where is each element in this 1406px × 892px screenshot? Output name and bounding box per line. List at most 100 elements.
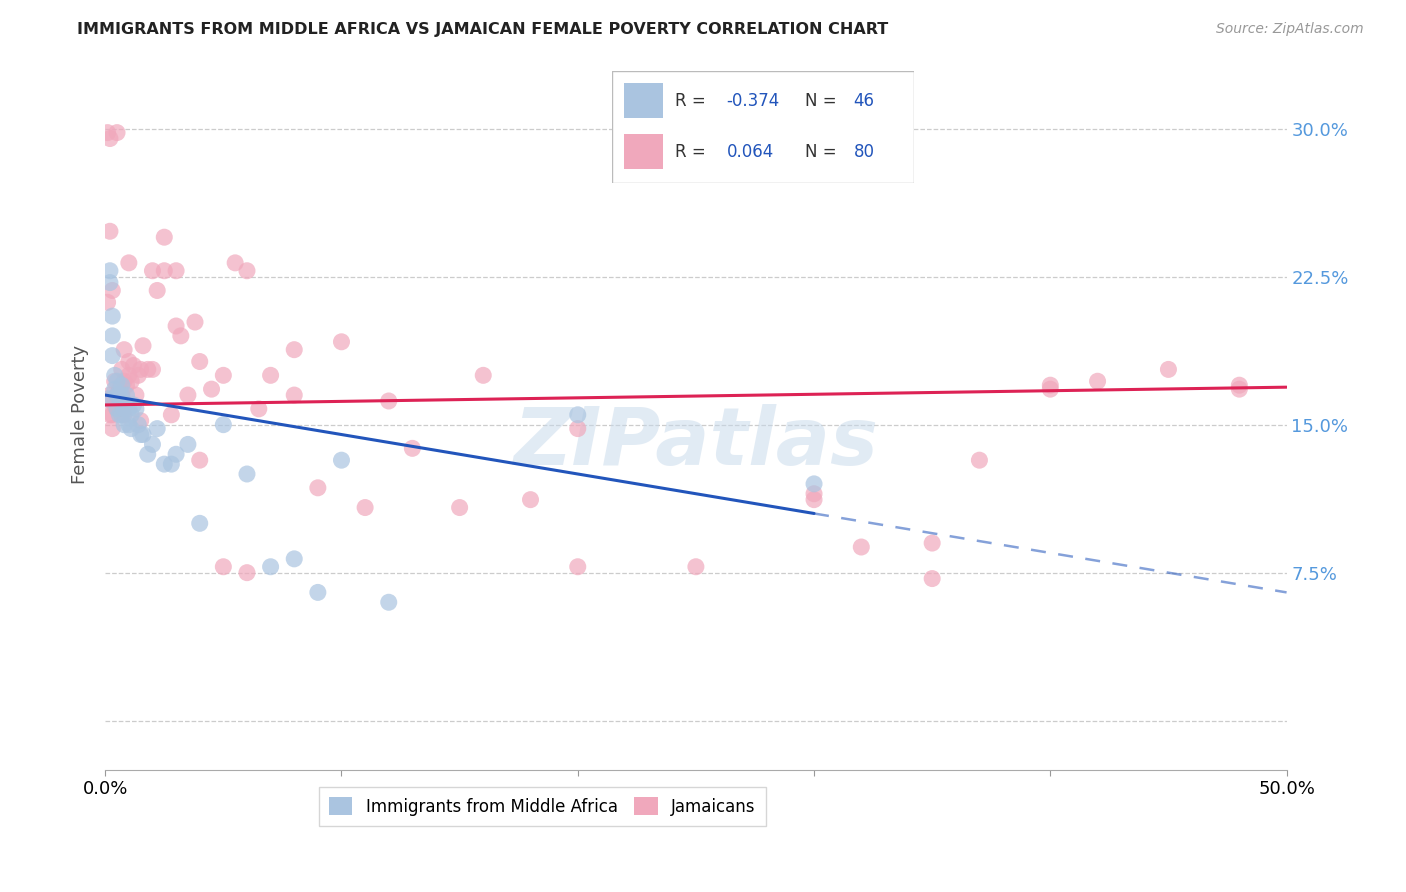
Point [101,329,124,343]
Point [111,378,134,392]
Point [1157,362,1180,376]
Point [104,368,127,383]
Point [105,401,128,416]
Point [803,487,825,501]
Point [108,401,131,416]
Point [112,401,135,416]
Point [141,437,163,451]
Point [97,295,120,310]
Point [236,566,259,580]
Point [1087,374,1109,388]
Point [111,362,134,376]
Point [160,408,183,422]
Point [141,362,163,376]
Point [519,492,541,507]
Point [122,359,145,373]
Point [101,408,124,422]
Text: 0.064: 0.064 [727,143,773,161]
Point [567,408,589,422]
Point [98,264,121,278]
Point [111,408,134,422]
Point [567,422,589,436]
Point [129,362,152,376]
Point [307,481,329,495]
Point [1227,378,1250,392]
Point [108,388,131,402]
Point [111,388,134,402]
Point [259,559,281,574]
Point [118,256,141,270]
Point [851,540,873,554]
Point [247,401,270,416]
Point [236,264,259,278]
FancyBboxPatch shape [612,71,914,183]
Point [330,453,353,467]
Point [97,392,120,406]
Point [115,388,138,402]
Point [136,447,159,461]
Text: N =: N = [806,143,842,161]
Point [132,339,155,353]
Point [105,388,128,402]
Point [129,427,152,442]
Point [125,388,148,402]
Point [127,417,149,432]
Point [165,318,187,333]
Point [354,500,377,515]
Point [118,401,141,416]
Point [921,536,943,550]
Point [170,329,193,343]
Point [165,447,187,461]
Point [921,572,943,586]
Point [377,595,399,609]
Point [118,368,141,383]
Point [98,131,121,145]
Point [803,476,825,491]
Point [184,315,207,329]
Point [153,264,176,278]
Point [1039,378,1062,392]
Point [969,453,991,467]
Point [105,126,128,140]
Point [105,388,128,402]
Point [125,401,148,416]
Point [101,349,124,363]
Point [141,264,163,278]
Point [685,559,707,574]
Point [377,394,399,409]
Text: R =: R = [675,143,711,161]
Point [472,368,495,383]
Point [330,334,353,349]
Point [212,368,235,383]
Point [136,362,159,376]
Point [567,559,589,574]
Point [259,368,281,383]
Point [449,500,471,515]
Text: -0.374: -0.374 [727,93,780,111]
Point [104,398,127,412]
Point [146,284,169,298]
Text: 46: 46 [853,93,875,111]
Point [112,343,135,357]
Point [1039,382,1062,396]
Text: R =: R = [675,93,711,111]
Point [188,453,211,467]
Point [177,388,200,402]
Point [224,256,246,270]
Point [98,408,121,422]
Point [98,224,121,238]
Text: Source: ZipAtlas.com: Source: ZipAtlas.com [1216,22,1364,37]
Point [153,457,176,471]
Point [307,585,329,599]
Point [132,427,155,442]
Point [200,382,222,396]
Point [104,374,127,388]
Point [127,368,149,383]
Point [105,401,128,416]
Point [153,230,176,244]
Text: ZIPatlas: ZIPatlas [513,404,879,483]
Point [120,422,142,436]
Point [188,516,211,531]
Point [98,276,121,290]
FancyBboxPatch shape [624,83,664,119]
